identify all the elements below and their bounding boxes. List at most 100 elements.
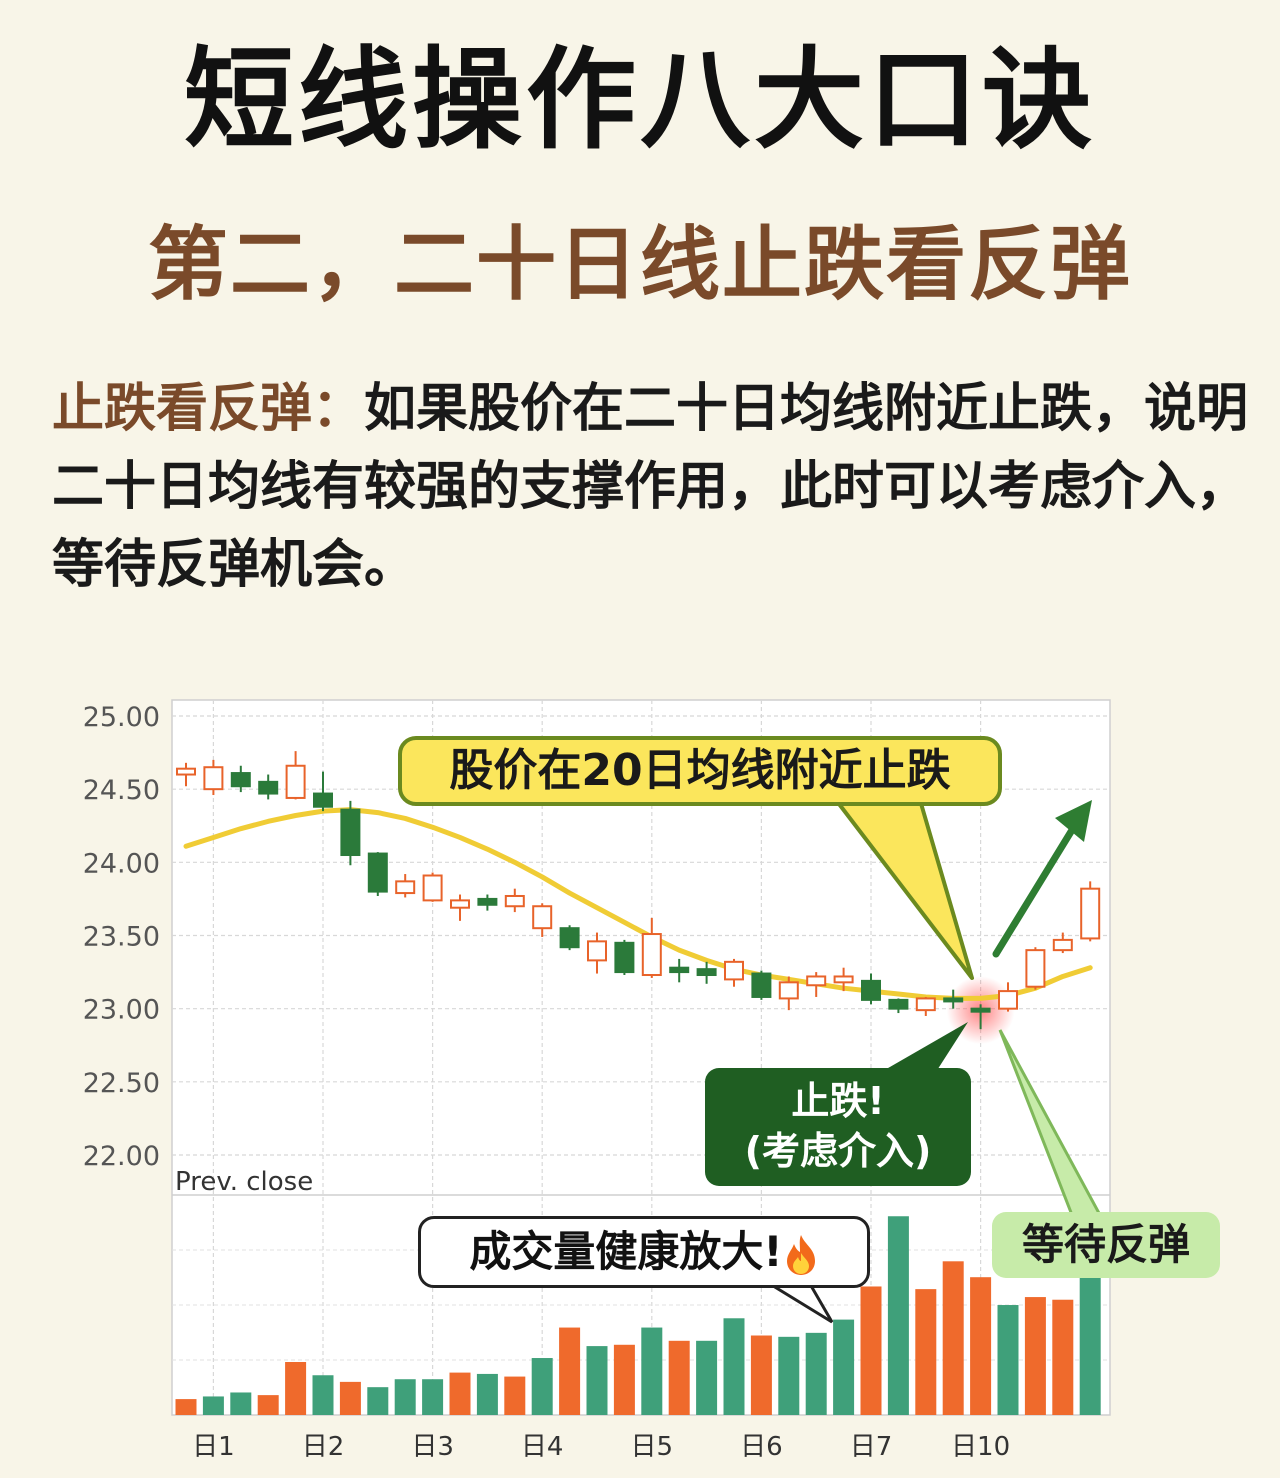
volume-bar xyxy=(1052,1299,1074,1415)
x-tick-label: 日2 xyxy=(302,1432,345,1462)
volume-bar xyxy=(449,1372,471,1415)
candle-body xyxy=(422,874,443,902)
volume-bar xyxy=(778,1336,800,1415)
candle-body xyxy=(1080,887,1101,940)
description: 止跌看反弹：如果股价在二十日均线附近止跌，说明二十日均线有较强的支撑作用，此时可… xyxy=(52,370,1252,604)
volume-bar xyxy=(559,1327,581,1415)
volume-bar xyxy=(668,1340,690,1415)
candle-body xyxy=(861,979,881,1001)
volume-bar xyxy=(175,1399,197,1415)
volume-bar xyxy=(915,1289,937,1415)
candle-body xyxy=(888,998,909,1010)
stop-callout-pointer xyxy=(876,1022,968,1075)
x-tick-label: 日1 xyxy=(192,1432,235,1462)
volume-bar xyxy=(257,1395,279,1415)
x-tick-label: 日6 xyxy=(740,1432,783,1462)
volume-bar xyxy=(339,1381,361,1415)
volume-bar xyxy=(1024,1297,1046,1415)
volume-callout: 成交量健康放大! xyxy=(418,1216,870,1288)
candle-body xyxy=(313,792,333,808)
candle-body xyxy=(450,899,470,909)
candle-body xyxy=(724,960,744,981)
volume-bar xyxy=(750,1335,772,1415)
candle-body xyxy=(477,897,498,906)
candlestick-chart: 25.00 24.50 24.00 23.50 23.00 22.50 22.00 日1 日2 日… xyxy=(83,699,1111,1462)
up-arrow-shaft xyxy=(992,826,1076,958)
candle-body xyxy=(614,941,635,974)
volume-bar xyxy=(723,1318,745,1415)
y-tick-label: 24.00 xyxy=(83,848,160,879)
description-body: 如果股价在二十日均线附近止跌，说明二十日均线有较强的支撑作用，此时可以考虑介入，… xyxy=(52,379,1249,595)
x-tick-label: 日10 xyxy=(951,1432,1010,1462)
volume-bar xyxy=(586,1346,608,1415)
candle-body xyxy=(504,894,525,908)
candle-body xyxy=(778,981,799,1000)
volume-bar xyxy=(696,1340,718,1415)
volume-bar xyxy=(504,1376,526,1415)
y-tick-label: 22.00 xyxy=(83,1141,160,1172)
volume-bar xyxy=(312,1375,334,1415)
candle-body xyxy=(532,905,553,930)
y-tick-label: 25.00 xyxy=(83,702,160,733)
candle-body xyxy=(943,997,964,1003)
x-tick-label: 日7 xyxy=(850,1432,893,1462)
x-tick-label: 日5 xyxy=(631,1432,674,1462)
volume-bar xyxy=(230,1392,252,1415)
candle-body xyxy=(230,772,251,788)
candle-body xyxy=(587,940,607,962)
candle-body xyxy=(641,933,662,977)
page-title: 短线操作八大口诀 xyxy=(184,36,1096,164)
candle-body xyxy=(669,966,690,974)
candle-body xyxy=(395,880,416,895)
candle-body xyxy=(998,990,1018,1010)
volume-bar xyxy=(860,1286,882,1415)
chart-frame xyxy=(171,699,1111,1416)
volume-bar xyxy=(942,1261,964,1415)
top-callout: 股价在20日均线附近止跌 xyxy=(398,736,1002,806)
candle-body xyxy=(970,1007,991,1013)
stop-callout-line1: 止跌! xyxy=(791,1079,885,1123)
candle-body xyxy=(1052,938,1073,952)
candle-body xyxy=(559,927,580,949)
y-tick-label: 22.50 xyxy=(83,1068,160,1099)
candle-body xyxy=(258,780,279,795)
y-tick-label: 23.00 xyxy=(83,995,160,1026)
volume-bar xyxy=(367,1387,389,1415)
stop-callout-line2: (考虑介入) xyxy=(744,1129,932,1173)
x-tick-label: 日3 xyxy=(411,1432,454,1462)
volume-bar xyxy=(805,1332,827,1415)
volume-bar xyxy=(970,1277,992,1415)
volume-bar xyxy=(202,1396,224,1415)
page-subtitle: 第二，二十日线止跌看反弹 xyxy=(148,218,1132,311)
volume-bar xyxy=(285,1362,307,1415)
volume-bar xyxy=(997,1305,1019,1415)
candle-body xyxy=(176,767,196,776)
candle-body xyxy=(833,975,854,984)
volume-callout-text: 成交量健康放大! xyxy=(469,1227,783,1276)
candle-body xyxy=(367,852,388,893)
candle-body xyxy=(340,808,361,857)
ma20-line xyxy=(183,807,1093,1001)
candle-body xyxy=(806,975,827,987)
candle-body xyxy=(915,997,936,1012)
stop-callout: 止跌! (考虑介入) xyxy=(705,1068,971,1186)
volume-bar xyxy=(613,1344,635,1415)
volume-bar xyxy=(833,1319,855,1415)
volume-bar xyxy=(422,1379,444,1415)
candle-body xyxy=(696,968,717,977)
y-tick-label: 24.50 xyxy=(83,775,160,806)
fire-icon xyxy=(786,1234,815,1275)
candle-body xyxy=(203,766,224,791)
candle-body xyxy=(751,972,772,998)
x-tick-label: 日4 xyxy=(521,1432,564,1462)
candle-body xyxy=(1025,949,1046,988)
prev-close-label: Prev. close xyxy=(175,1167,313,1197)
description-lead: 止跌看反弹： xyxy=(52,379,365,439)
volume-bar xyxy=(531,1358,553,1415)
volume-bar xyxy=(476,1373,498,1415)
volume-bar xyxy=(1079,1261,1101,1415)
wait-callout: 等待反弹 xyxy=(992,1212,1220,1278)
volume-bar xyxy=(394,1379,416,1415)
volume-bar xyxy=(641,1327,663,1415)
volume-bar xyxy=(887,1216,909,1415)
